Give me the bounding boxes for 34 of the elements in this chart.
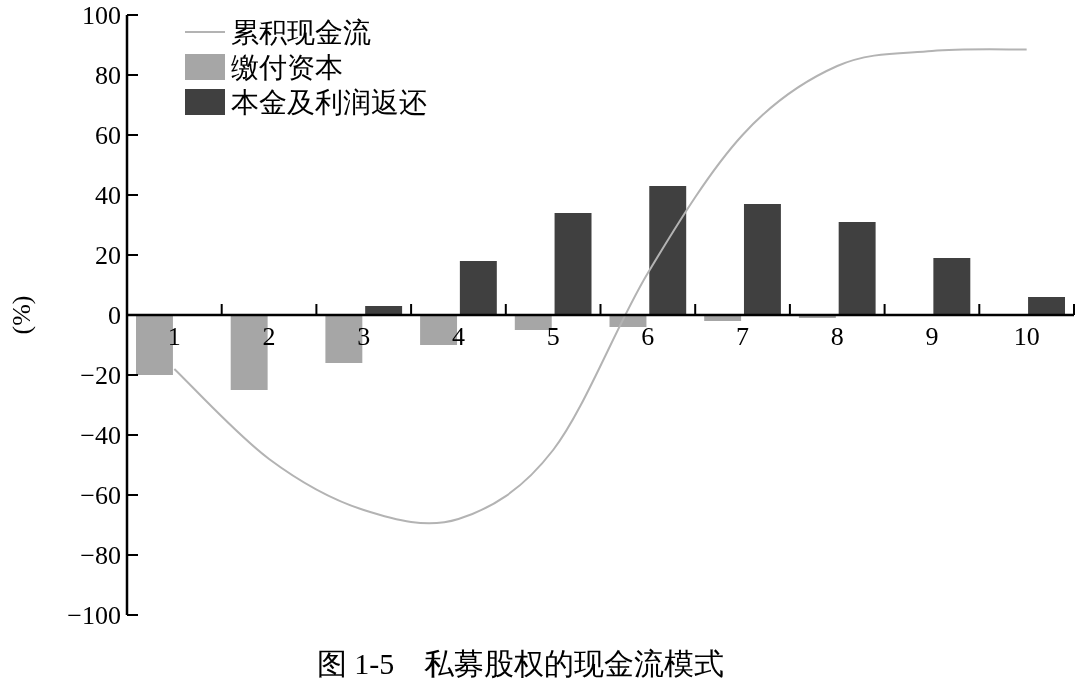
bar (1028, 297, 1065, 315)
y-tick-label: −80 (80, 541, 121, 570)
x-tick-label: 7 (736, 322, 750, 351)
legend-label: 本金及利润返还 (231, 87, 427, 118)
bar (838, 222, 876, 315)
bar (514, 315, 552, 330)
bar (554, 213, 592, 315)
y-tick-label: −100 (67, 601, 121, 630)
x-tick-label: 3 (357, 322, 371, 351)
y-tick-label: 0 (108, 301, 121, 330)
legend-label: 缴付资本 (231, 52, 343, 83)
y-tick-label: 20 (95, 241, 121, 270)
y-tick-label: 60 (95, 121, 121, 150)
y-tick-label: −60 (80, 481, 121, 510)
x-tick-label: 9 (925, 322, 939, 351)
y-tick-label: 40 (95, 181, 121, 210)
bar (933, 258, 971, 315)
text: 图 1-5 私募股权的现金流模式 (316, 647, 725, 680)
y-axis-title: (%) (7, 295, 36, 335)
x-tick-label: 5 (546, 322, 560, 351)
x-tick-label: 8 (830, 322, 844, 351)
x-tick-label: 1 (167, 322, 181, 351)
x-tick-label: 2 (262, 322, 276, 351)
y-tick-label: −20 (80, 361, 121, 390)
x-tick-label: 4 (451, 322, 465, 351)
y-tick-label: 100 (82, 1, 121, 30)
bar (743, 204, 781, 315)
x-tick-label: 6 (641, 322, 655, 351)
x-tick-label: 10 (1013, 322, 1040, 351)
bar (649, 186, 687, 315)
bar (459, 261, 497, 315)
legend-label: 累积现金流 (231, 17, 371, 48)
y-tick-label: 80 (95, 61, 121, 90)
y-tick-label: −40 (80, 421, 121, 450)
